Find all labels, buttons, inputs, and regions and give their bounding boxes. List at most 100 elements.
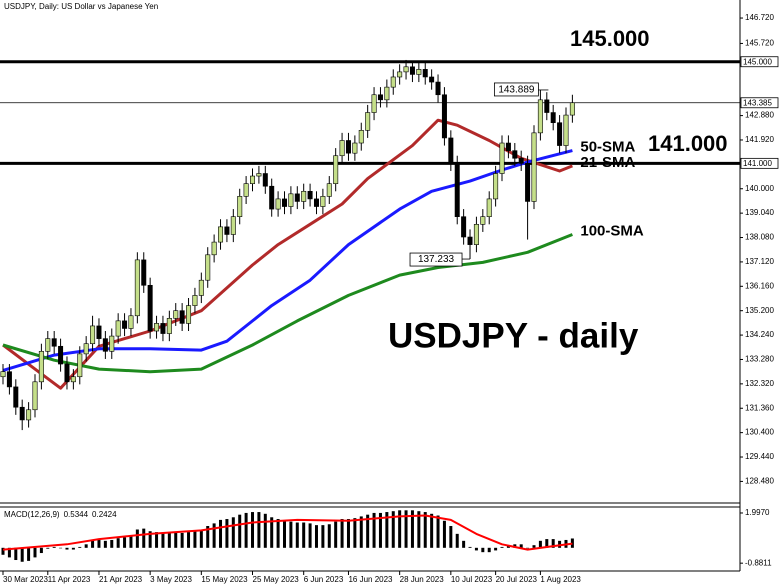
histogram-bar (385, 512, 389, 548)
histogram-bar (142, 528, 146, 548)
histogram-bar (455, 533, 459, 548)
sma-label: 100-SMA (580, 222, 644, 239)
histogram-bar (270, 517, 274, 548)
sma-line (2, 118, 573, 390)
histogram-bar (398, 510, 402, 548)
histogram-bar (314, 525, 318, 548)
histogram-bar (359, 516, 363, 548)
candle-body (281, 198, 287, 207)
candle-body (301, 190, 307, 202)
candle-body (160, 323, 166, 334)
annotation-label: 143.889 (498, 85, 535, 96)
candle-body (345, 140, 351, 154)
candle-body (45, 338, 51, 352)
histogram-bar (225, 519, 229, 548)
histogram-bar (52, 546, 56, 548)
candle-body (13, 386, 19, 408)
histogram-bar (494, 547, 498, 551)
histogram-bar (116, 538, 120, 548)
candle-body (128, 315, 134, 329)
histogram-bar (46, 547, 50, 549)
candle-body (58, 345, 64, 365)
y-tick-label: 142.880 (745, 111, 774, 120)
y-tick-label: 138.080 (745, 233, 774, 242)
candle-body (486, 198, 492, 217)
y-tick-label: 145.720 (745, 39, 774, 48)
candle-body (262, 173, 268, 187)
y-tick-label: 136.160 (745, 281, 774, 290)
histogram-bar (155, 532, 159, 548)
candle-body (544, 99, 550, 113)
histogram-bar (97, 539, 101, 548)
y-tick-label: 137.120 (745, 257, 774, 266)
level-label: 141.000 (743, 159, 772, 168)
histogram-bar (570, 538, 574, 548)
candle-body (557, 122, 563, 146)
level-annotation: 141.000 (648, 131, 728, 156)
candle-body (109, 335, 115, 352)
x-tick-label: 3 May 2023 (150, 575, 192, 584)
candle-body (224, 226, 230, 235)
histogram-bar (206, 526, 210, 548)
candle-body (173, 310, 179, 319)
chart-title: USDJPY, Daily: US Dollar vs Japanese Yen (4, 2, 158, 11)
histogram-bar (340, 519, 344, 548)
candle-body (537, 99, 543, 134)
histogram-bar (148, 531, 152, 548)
level-box (740, 157, 779, 169)
histogram-bar (462, 540, 466, 548)
x-tick-label: 25 May 2023 (253, 575, 300, 584)
candle-body (102, 338, 108, 352)
histogram-bar (474, 547, 478, 551)
candle-body (403, 66, 409, 73)
y-tick-label: -0.8811 (745, 558, 772, 567)
histogram-bar (14, 547, 18, 561)
candle-body (467, 236, 473, 245)
histogram-bar (39, 547, 43, 554)
x-tick-label: 20 Jul 2023 (496, 575, 538, 584)
candle-body (83, 343, 89, 355)
candle-body (422, 69, 428, 78)
histogram-bar (78, 546, 82, 548)
candle-body (371, 94, 377, 113)
histogram-bar (346, 519, 350, 548)
candle-body (19, 406, 25, 421)
level-label: 145.000 (743, 57, 772, 66)
candle-body (448, 137, 454, 164)
candle-body (454, 163, 460, 217)
candle-body (237, 196, 243, 217)
candle-body (288, 193, 294, 207)
x-tick-label: 16 Jun 2023 (348, 575, 393, 584)
histogram-bar (1, 547, 5, 555)
annotation-box (493, 82, 539, 97)
histogram-bar (327, 524, 331, 548)
histogram-bar (302, 522, 306, 548)
indicator-value: MACD(12,26,9) (4, 510, 60, 519)
price-box (740, 97, 779, 109)
indicator-value: 0.2424 (92, 510, 117, 519)
candle-body (390, 76, 396, 88)
histogram-bar (430, 513, 434, 548)
candle-body (243, 183, 249, 197)
candle-body (70, 376, 76, 383)
histogram-bar (20, 547, 24, 562)
candle-body (339, 140, 345, 157)
histogram-bar (65, 547, 69, 550)
histogram-bar (123, 537, 127, 548)
level-box (740, 56, 779, 68)
y-tick-label: 129.440 (745, 452, 774, 461)
candle-body (166, 318, 172, 334)
candle-body (115, 320, 121, 337)
candle-body (531, 132, 537, 202)
candle-body (352, 142, 358, 154)
sma-line (2, 149, 573, 372)
candle-body (358, 130, 364, 144)
candle-body (518, 157, 524, 164)
candle-body (333, 155, 339, 184)
candle-body (384, 86, 390, 101)
candle-body (51, 338, 57, 347)
candle-body (90, 325, 96, 345)
histogram-bar (366, 514, 370, 548)
candle-body (461, 216, 467, 238)
histogram-bar (103, 540, 107, 548)
